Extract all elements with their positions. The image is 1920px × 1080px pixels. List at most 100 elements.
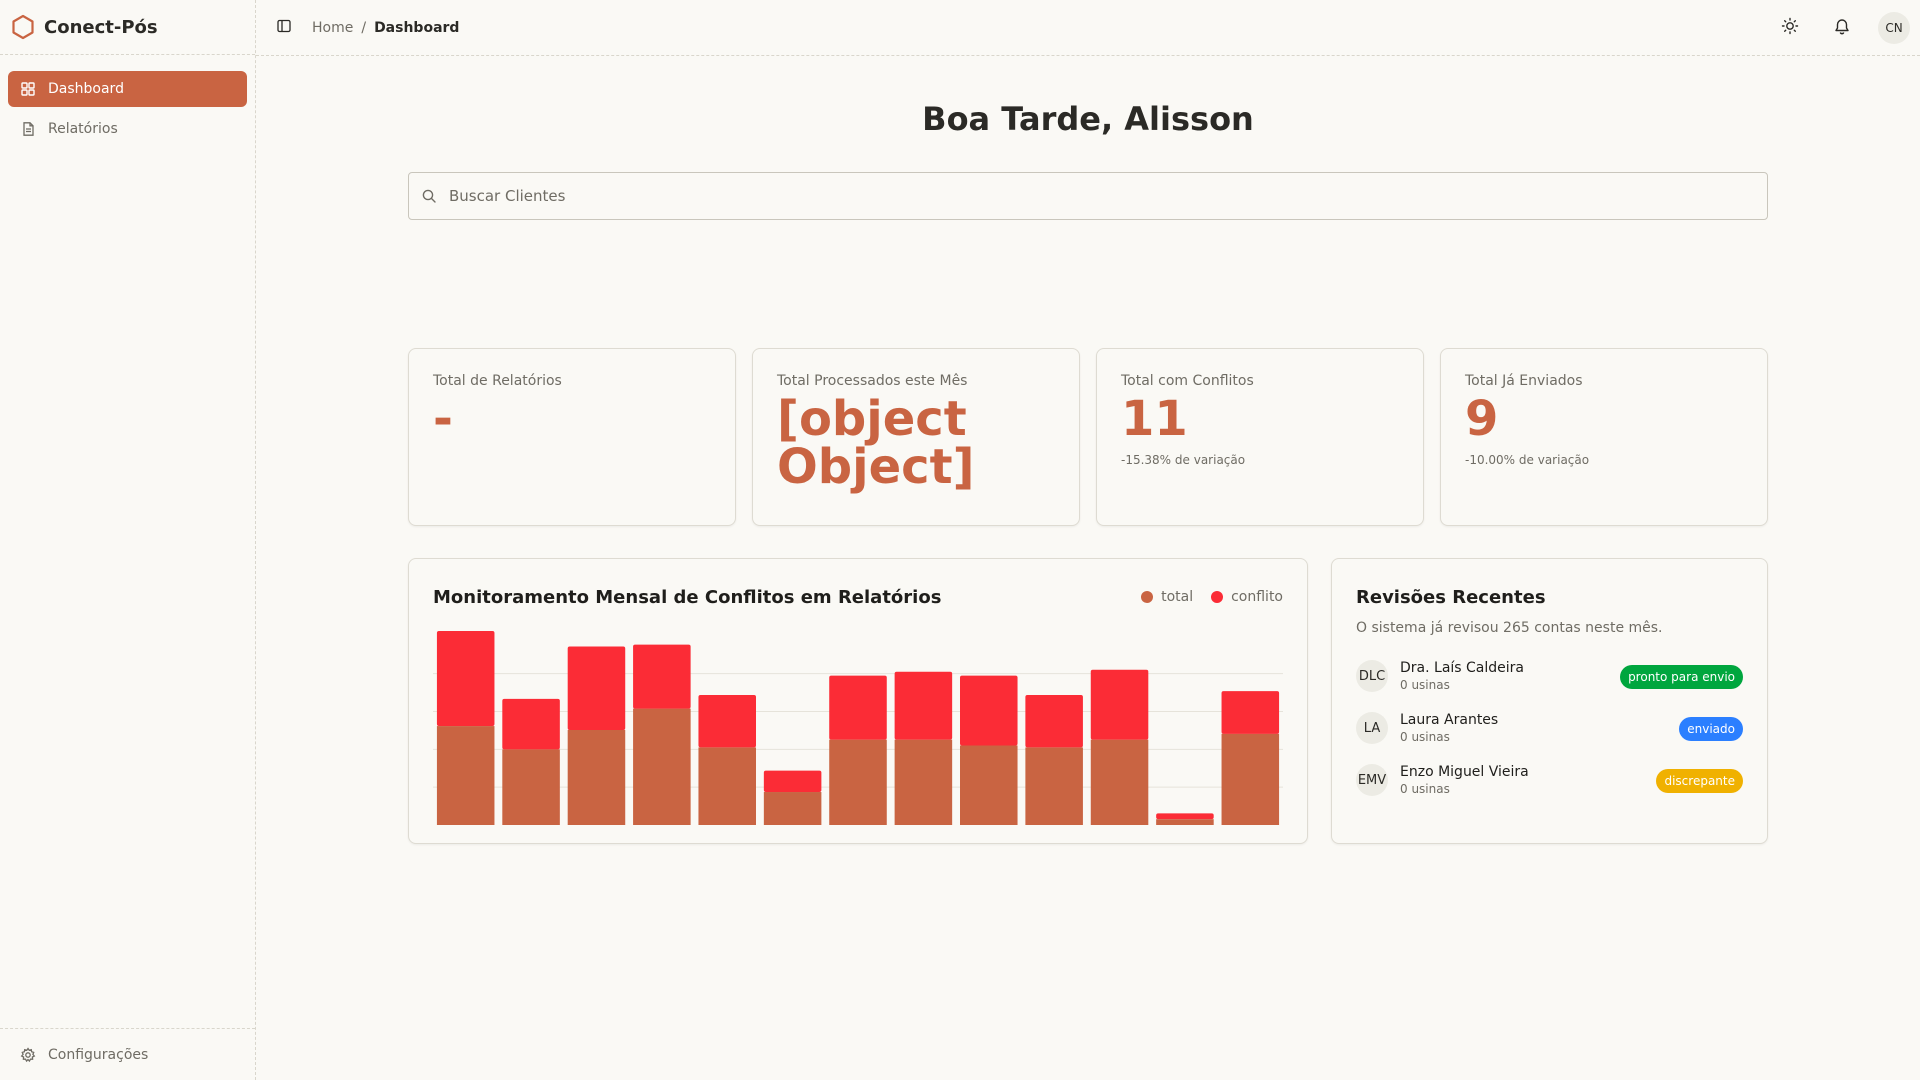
bar-conflito-0[interactable] — [436, 631, 495, 727]
bar-conflito-9[interactable] — [1025, 695, 1083, 748]
bar-total-0[interactable] — [436, 726, 495, 825]
reviewer-meta: 0 usinas — [1400, 782, 1450, 796]
search-icon — [421, 188, 437, 204]
reviewer-meta: 0 usinas — [1400, 678, 1450, 692]
sidebar-item-relatorios[interactable]: Relatórios — [8, 111, 247, 147]
recent-reviews-card: Revisões Recentes O sistema já revisou 2… — [1331, 558, 1768, 844]
layout-grid-icon — [20, 81, 36, 97]
hexagon-logo-icon — [10, 14, 36, 40]
bar-total-8[interactable] — [960, 745, 1018, 825]
topbar: Home / Dashboard CN — [256, 0, 1920, 56]
conflicts-bar-chart — [433, 631, 1283, 825]
reviewer-meta: 0 usinas — [1400, 730, 1450, 744]
list-item[interactable]: LA Laura Arantes 0 usinas enviado — [1356, 702, 1743, 754]
stat-value: 11 — [1121, 391, 1188, 447]
sidebar-item-label: Relatórios — [48, 121, 118, 137]
bar-conflito-6[interactable] — [829, 675, 887, 740]
bar-conflito-2[interactable] — [567, 646, 626, 730]
theme-toggle-button[interactable] — [1774, 12, 1806, 44]
bar-conflito-11[interactable] — [1156, 813, 1214, 820]
brand[interactable]: Conect-Pós — [0, 0, 255, 55]
legend-label-total: total — [1161, 589, 1194, 605]
avatar: DLC — [1356, 660, 1388, 692]
bar-conflito-10[interactable] — [1090, 669, 1149, 740]
stat-value: [object Object] — [777, 391, 975, 495]
sidebar-item-label: Dashboard — [48, 81, 124, 97]
list-item[interactable]: DLC Dra. Laís Caldeira 0 usinas pronto p… — [1356, 650, 1743, 702]
legend-item-conflito[interactable]: conflito — [1211, 589, 1283, 605]
stat-label: Total de Relatórios — [433, 373, 562, 389]
bar-total-2[interactable] — [567, 729, 626, 825]
bar-total-12[interactable] — [1221, 733, 1280, 825]
bar-total-6[interactable] — [829, 739, 887, 825]
breadcrumb-current: Dashboard — [374, 19, 460, 36]
bar-conflito-1[interactable] — [502, 698, 560, 750]
stat-card-processados: Total Processados este Mês [object Objec… — [752, 348, 1080, 526]
status-badge: enviado — [1679, 717, 1743, 741]
bar-conflito-12[interactable] — [1221, 691, 1280, 734]
breadcrumb-home[interactable]: Home — [312, 19, 354, 36]
reviewer-name: Dra. Laís Caldeira — [1400, 660, 1524, 676]
breadcrumb: Home / Dashboard — [312, 20, 459, 36]
legend-label-conflito: conflito — [1231, 589, 1283, 605]
list-item[interactable]: EMV Enzo Miguel Vieira 0 usinas discrepa… — [1356, 754, 1743, 806]
stat-card-total-relatorios: Total de Relatórios - — [408, 348, 736, 526]
status-badge: discrepante — [1656, 769, 1743, 793]
sidebar-footer-label: Configurações — [48, 1046, 149, 1063]
bell-icon — [1833, 17, 1851, 39]
bar-conflito-8[interactable] — [960, 675, 1018, 746]
chart-card: Monitoramento Mensal de Conflitos em Rel… — [408, 558, 1308, 844]
breadcrumb-separator: / — [361, 19, 367, 36]
user-avatar[interactable]: CN — [1878, 12, 1910, 44]
recent-reviews-title: Revisões Recentes — [1356, 587, 1546, 608]
status-badge: pronto para envio — [1620, 665, 1743, 689]
legend-item-total[interactable]: total — [1141, 589, 1193, 605]
avatar: LA — [1356, 712, 1388, 744]
bar-total-11[interactable] — [1156, 819, 1214, 825]
bar-total-5[interactable] — [763, 792, 822, 825]
sidebar-item-dashboard[interactable]: Dashboard — [8, 71, 247, 107]
bar-total-9[interactable] — [1025, 747, 1083, 825]
chart-legend: total conflito — [1123, 589, 1283, 605]
gear-icon — [20, 1046, 36, 1063]
avatar: EMV — [1356, 764, 1388, 796]
stat-value: - — [433, 391, 453, 447]
bar-total-3[interactable] — [633, 708, 691, 825]
recent-reviews-list: DLC Dra. Laís Caldeira 0 usinas pronto p… — [1356, 650, 1743, 806]
search-input[interactable] — [449, 187, 1749, 205]
sidebar-toggle-button[interactable] — [270, 14, 298, 42]
stat-label: Total Já Enviados — [1465, 373, 1583, 389]
bar-conflito-7[interactable] — [894, 671, 953, 740]
stat-card-conflitos: Total com Conflitos 11 -15.38% de variaç… — [1096, 348, 1424, 526]
bar-conflito-3[interactable] — [633, 644, 691, 709]
stat-label: Total com Conflitos — [1121, 373, 1254, 389]
reviewer-name: Laura Arantes — [1400, 712, 1499, 728]
sun-icon — [1781, 17, 1799, 39]
stat-card-enviados: Total Já Enviados 9 -10.00% de variação — [1440, 348, 1768, 526]
legend-dot-conflito — [1211, 591, 1224, 603]
sidebar-item-configuracoes[interactable]: Configurações — [0, 1028, 255, 1080]
file-text-icon — [20, 121, 36, 137]
bar-conflito-4[interactable] — [698, 695, 756, 748]
brand-name: Conect-Pós — [44, 16, 158, 38]
sidebar-nav: Dashboard Relatórios — [0, 55, 255, 167]
stat-label: Total Processados este Mês — [777, 373, 968, 389]
bar-conflito-5[interactable] — [763, 770, 822, 793]
search-box — [408, 172, 1768, 220]
legend-dot-total — [1141, 591, 1154, 603]
chart-title: Monitoramento Mensal de Conflitos em Rel… — [433, 587, 942, 608]
stat-value: 9 — [1465, 391, 1499, 447]
panel-left-icon — [276, 18, 292, 38]
top-actions: CN — [1754, 12, 1910, 44]
stat-variation: -10.00% de variação — [1465, 453, 1590, 467]
sidebar: Conect-Pós Dashboard Relatórios Configur… — [0, 0, 256, 1080]
bar-total-7[interactable] — [894, 739, 953, 825]
reviewer-name: Enzo Miguel Vieira — [1400, 764, 1529, 780]
stat-variation: -15.38% de variação — [1121, 453, 1246, 467]
recent-reviews-subtitle: O sistema já revisou 265 contas neste mê… — [1356, 620, 1663, 636]
bar-total-4[interactable] — [698, 747, 756, 825]
bar-total-1[interactable] — [502, 749, 560, 825]
notifications-button[interactable] — [1826, 12, 1858, 44]
page-title: Boa Tarde, Alisson — [922, 100, 1254, 138]
bar-total-10[interactable] — [1090, 739, 1149, 825]
